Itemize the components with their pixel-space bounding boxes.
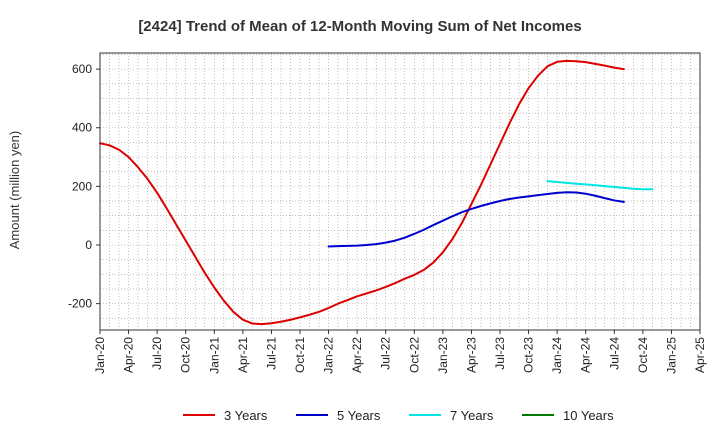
x-tick-label: Jul-23 xyxy=(493,337,507,370)
y-tick-label: 400 xyxy=(72,121,92,135)
plot-area xyxy=(100,53,700,330)
x-tick-label: Jan-21 xyxy=(207,337,221,374)
legend-label: 7 Years xyxy=(450,408,494,423)
y-tick-label: 0 xyxy=(85,238,92,252)
y-tick-label: -200 xyxy=(68,297,92,311)
legend-label: 3 Years xyxy=(224,408,268,423)
x-tick-label: Apr-23 xyxy=(464,337,478,373)
x-tick-label: Jul-20 xyxy=(150,337,164,370)
y-tick-label: 600 xyxy=(72,62,92,76)
x-tick-label: Oct-22 xyxy=(407,337,421,373)
x-tick-label: Oct-21 xyxy=(293,337,307,373)
x-tick-label: Jul-22 xyxy=(379,337,393,370)
x-tick-label: Jan-23 xyxy=(436,337,450,374)
x-tick-label: Jul-21 xyxy=(264,337,278,370)
x-tick-label: Apr-20 xyxy=(122,337,136,373)
x-tick-label: Apr-24 xyxy=(579,337,593,373)
legend-label: 10 Years xyxy=(563,408,614,423)
x-tick-label: Apr-25 xyxy=(693,337,707,373)
y-ticks: -200 0 200 400 600 xyxy=(68,62,100,311)
series-line-3 xyxy=(546,180,654,191)
x-tick-label: Apr-21 xyxy=(236,337,250,373)
y-axis-label: Amount (million yen) xyxy=(7,131,22,250)
legend: 3 Years 5 Years 7 Years 10 Years xyxy=(183,408,614,423)
x-tick-label: Apr-22 xyxy=(350,337,364,373)
legend-item: 3 Years xyxy=(183,408,268,423)
legend-label: 5 Years xyxy=(337,408,381,423)
legend-item: 10 Years xyxy=(522,408,614,423)
legend-item: 5 Years xyxy=(296,408,381,423)
plot-background xyxy=(100,53,700,330)
x-tick-label: Jan-24 xyxy=(550,337,564,374)
series-line-1 xyxy=(99,59,625,326)
grid xyxy=(100,53,700,330)
legend-item: 7 Years xyxy=(409,408,494,423)
x-tick-label: Oct-24 xyxy=(636,337,650,373)
y-tick-label: 200 xyxy=(72,179,92,193)
x-tick-label: Jan-25 xyxy=(664,337,678,374)
x-tick-label: Jul-24 xyxy=(607,337,621,370)
axes xyxy=(99,52,701,331)
series-layer xyxy=(99,59,654,326)
x-tick-label: Oct-20 xyxy=(179,337,193,373)
x-tick-label: Oct-23 xyxy=(522,337,536,373)
chart-title: [2424] Trend of Mean of 12-Month Moving … xyxy=(138,18,581,35)
x-tick-label: Jan-22 xyxy=(322,337,336,374)
series-line-2 xyxy=(327,191,625,248)
plot-frame xyxy=(99,52,701,331)
x-tick-label: Jan-20 xyxy=(93,337,107,374)
x-ticks: Jan-20 Apr-20 Jul-20 Oct-20 Jan-21 Apr-21 Jul-… xyxy=(93,330,707,374)
